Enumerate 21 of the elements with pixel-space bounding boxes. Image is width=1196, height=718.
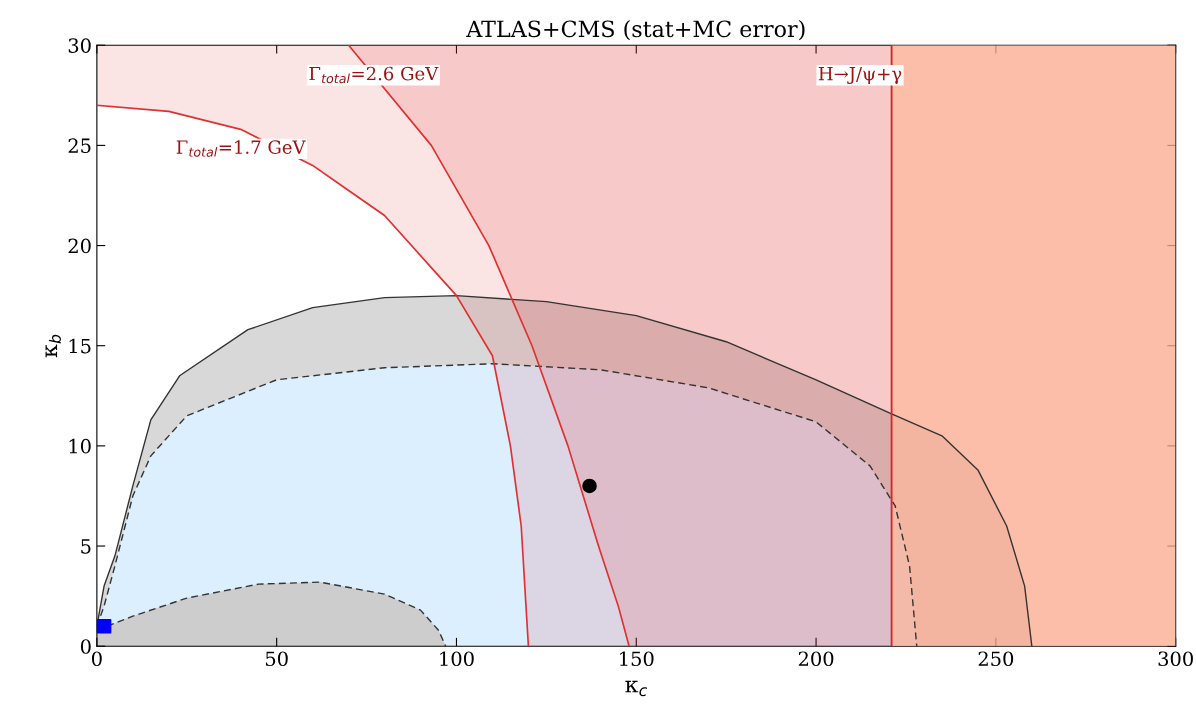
ref-line-label: H→J/ψ+γ <box>818 67 902 84</box>
y-axis-title: κ$_{b}$ <box>45 334 61 358</box>
x-tick-label: 300 <box>1158 651 1193 667</box>
x-tick-label: 250 <box>978 651 1014 667</box>
x-tick-label: 100 <box>440 651 474 667</box>
y-tick-label: 15 <box>69 338 91 354</box>
y-tick-label: 5 <box>81 539 91 554</box>
x-tick-label: 0 <box>91 651 102 667</box>
x-tick-label: 150 <box>620 651 654 667</box>
y-tick-label: 30 <box>68 38 91 53</box>
line-series <box>96 104 530 647</box>
x-tick-label: 50 <box>265 651 288 667</box>
y-tick-label: 25 <box>68 138 91 154</box>
annotation: Γ$_{total}$=2.6 GeV <box>309 66 439 84</box>
y-tick-label: 10 <box>69 438 91 454</box>
annotation: Γ$_{total}$=1.7 GeV <box>176 140 306 157</box>
y-tick-label: 0 <box>80 639 91 654</box>
x-tick-label: 200 <box>798 651 834 667</box>
y-tick-label: 20 <box>68 238 91 254</box>
chart-title: ATLAS+CMS (stat+MC error) <box>466 20 805 41</box>
x-axis-title: κ$_{c}$ <box>625 680 648 697</box>
